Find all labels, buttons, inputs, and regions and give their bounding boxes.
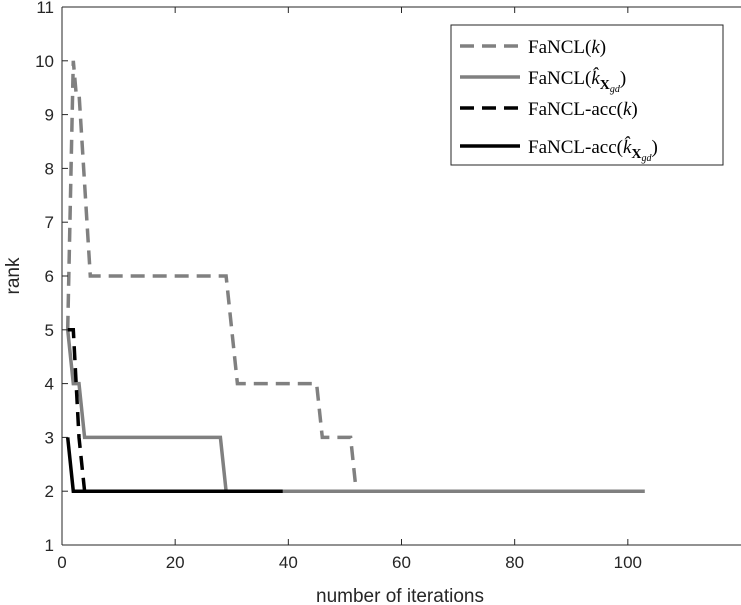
x-tick-label: 80 <box>505 553 524 572</box>
legend-label-4: FaNCL-acc(k̂Xgd) <box>528 136 658 164</box>
legend-label-1: FaNCL(k) <box>528 37 606 58</box>
legend-label-3: FaNCL-acc(k) <box>528 99 638 120</box>
y-tick-label: 8 <box>45 159 54 178</box>
y-tick-label: 10 <box>35 52 54 71</box>
x-axis-label: number of iterations <box>316 586 484 605</box>
y-tick-label: 3 <box>45 428 54 447</box>
x-tick-label: 100 <box>614 553 642 572</box>
series-line-4 <box>65 437 283 493</box>
x-tick-label: 40 <box>279 553 298 572</box>
y-tick-label: 9 <box>45 106 54 125</box>
legend-label-2: FaNCL(k̂Xgd) <box>528 67 626 95</box>
y-tick-label: 11 <box>36 0 54 17</box>
x-tick-label: 60 <box>392 553 411 572</box>
series-line-1 <box>65 60 358 492</box>
y-tick-label: 5 <box>45 321 54 340</box>
legend-box <box>450 24 724 166</box>
legend: FaNCL(k) FaNCL(k̂Xgd) FaNCL-acc(k) FaNCL-ac… <box>450 24 724 166</box>
y-tick-label: 2 <box>45 482 54 501</box>
x-tick-label: 0 <box>57 553 66 572</box>
series-line-3 <box>67 328 87 492</box>
series-layer <box>65 60 645 493</box>
y-tick-label: 4 <box>45 375 54 394</box>
x-tick-label: 20 <box>166 553 185 572</box>
y-tick-label: 6 <box>45 267 54 286</box>
y-tick-label: 7 <box>45 213 54 232</box>
y-tick-label: 1 <box>45 536 54 555</box>
axes-layer: 0 20 40 60 80 100 1 2 3 4 5 6 7 8 9 10 11 <box>35 0 741 572</box>
y-axis-label: rank <box>3 257 24 294</box>
